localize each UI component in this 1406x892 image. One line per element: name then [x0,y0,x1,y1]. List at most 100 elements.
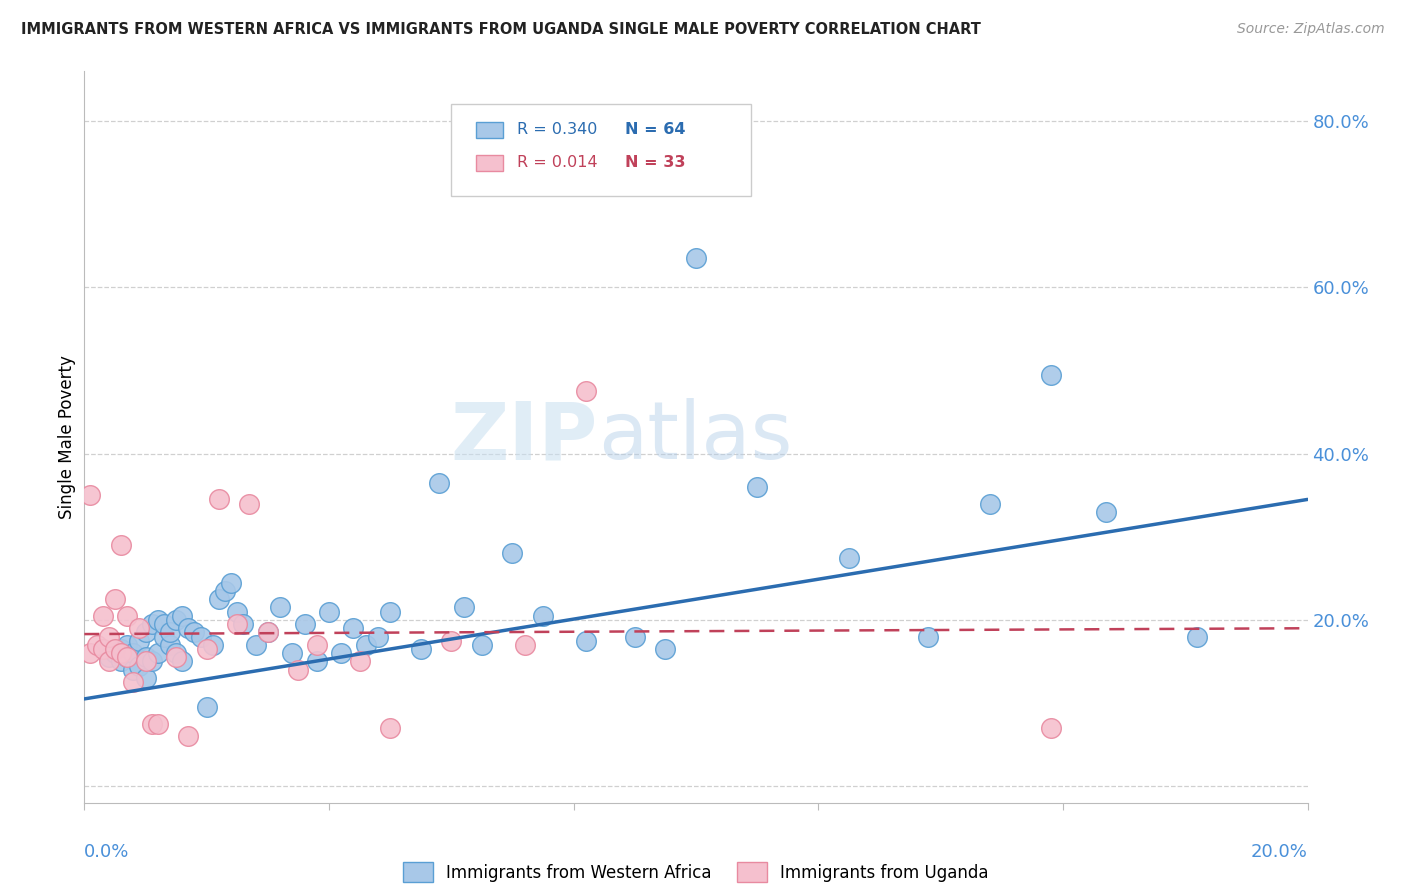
Point [165,646,187,660]
Point [110,655,132,669]
Point [153,630,176,644]
Point [110,642,132,657]
Point [838,550,860,565]
FancyBboxPatch shape [475,122,503,138]
Point [330,646,353,660]
Point [294,617,316,632]
Point [257,625,280,640]
Point [104,646,127,660]
FancyBboxPatch shape [475,154,503,171]
Point [141,655,163,669]
Point [305,638,328,652]
Point [747,480,769,494]
Point [97,630,120,644]
Point [104,592,127,607]
Point [575,384,598,399]
Point [685,252,707,266]
Point [141,716,163,731]
Point [128,621,150,635]
Text: N = 33: N = 33 [626,155,686,170]
Point [146,613,169,627]
Point [287,663,309,677]
Point [104,642,127,657]
Text: 20.0%: 20.0% [1251,843,1308,861]
Point [409,642,432,657]
Point [135,671,157,685]
Text: atlas: atlas [598,398,793,476]
Point [427,475,450,490]
Y-axis label: Single Male Poverty: Single Male Poverty [58,355,76,519]
Text: ZIP: ZIP [451,398,598,476]
Point [141,617,163,632]
Point [135,655,157,669]
Point [367,630,389,644]
Point [128,658,150,673]
Point [305,655,328,669]
Point [1039,721,1062,735]
FancyBboxPatch shape [451,104,751,195]
Point [318,605,340,619]
Point [440,633,463,648]
Point [122,675,145,690]
Point [135,625,157,640]
Point [110,646,132,660]
Point [115,650,138,665]
Point [575,633,598,648]
Point [122,663,145,677]
Point [135,650,157,665]
Point [226,605,249,619]
Point [201,638,224,652]
Point [91,642,114,657]
Text: IMMIGRANTS FROM WESTERN AFRICA VS IMMIGRANTS FROM UGANDA SINGLE MALE POVERTY COR: IMMIGRANTS FROM WESTERN AFRICA VS IMMIGR… [21,22,981,37]
Point [238,497,260,511]
Text: 0.0%: 0.0% [84,843,129,861]
Point [190,630,212,644]
Point [531,608,554,623]
Point [208,492,231,507]
Point [342,621,364,635]
Point [97,655,120,669]
Point [232,617,254,632]
Point [177,621,200,635]
Point [115,650,138,665]
Point [208,592,231,607]
Point [165,650,187,665]
Point [172,655,194,669]
Point [281,646,304,660]
Point [128,633,150,648]
Point [86,638,108,652]
Point [654,642,676,657]
Point [153,617,176,632]
Text: N = 64: N = 64 [626,122,686,137]
Point [165,613,187,627]
Point [380,605,402,619]
Point [354,638,377,652]
Legend: Immigrants from Western Africa, Immigrants from Uganda: Immigrants from Western Africa, Immigran… [404,863,988,881]
Point [146,716,169,731]
Point [79,488,101,502]
Point [177,729,200,743]
Point [183,625,205,640]
Point [380,721,402,735]
Point [172,608,194,623]
Point [226,617,249,632]
Point [917,630,939,644]
Point [79,646,101,660]
Point [245,638,267,652]
Point [146,646,169,660]
Text: Source: ZipAtlas.com: Source: ZipAtlas.com [1237,22,1385,37]
Point [1094,505,1116,519]
Point [214,583,236,598]
Point [513,638,536,652]
Point [1039,368,1062,382]
Point [219,575,242,590]
Point [269,600,291,615]
Point [91,608,114,623]
Point [110,538,132,552]
Text: R = 0.340: R = 0.340 [517,122,598,137]
Point [195,642,218,657]
Point [122,646,145,660]
Point [502,546,524,560]
Point [97,650,120,665]
Point [453,600,475,615]
